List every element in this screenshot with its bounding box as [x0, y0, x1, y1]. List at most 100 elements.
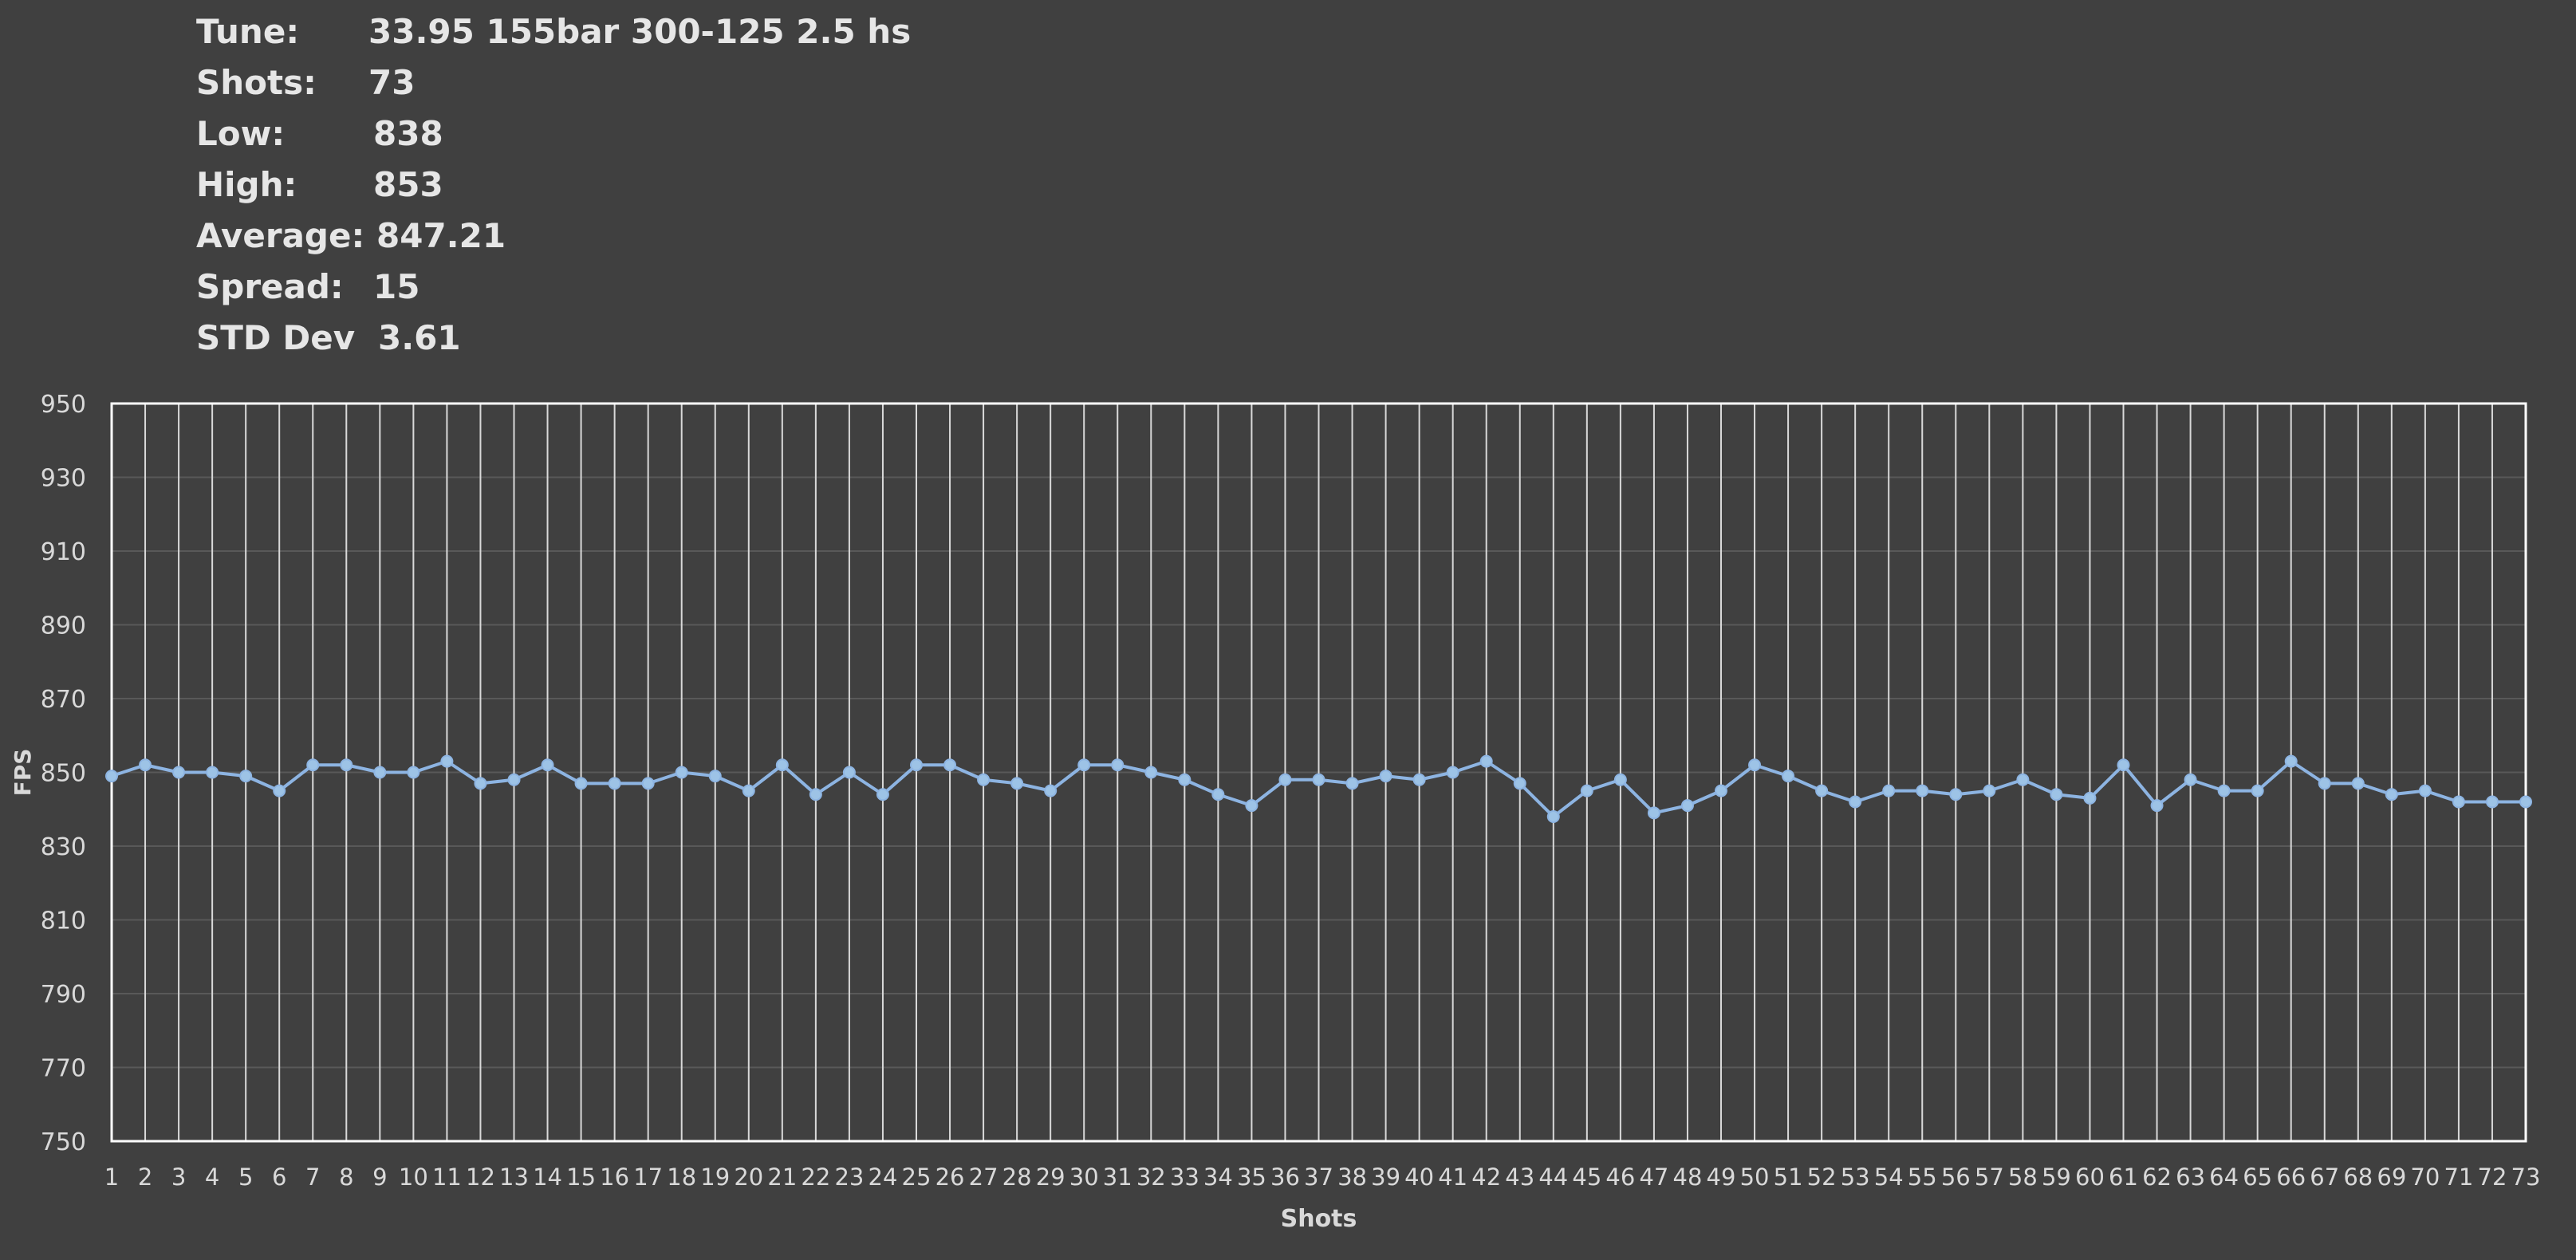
x-tick-label: 20	[734, 1164, 763, 1191]
data-point	[1178, 773, 1191, 786]
stat-label: Spread:	[196, 267, 344, 306]
x-tick-label: 30	[1069, 1164, 1099, 1191]
x-tick-label: 15	[566, 1164, 596, 1191]
data-point	[1412, 773, 1426, 786]
data-point	[2184, 773, 2197, 786]
x-tick-label: 23	[834, 1164, 864, 1191]
x-tick-label: 29	[1036, 1164, 1065, 1191]
x-tick-label: 34	[1203, 1164, 1233, 1191]
x-tick-label: 71	[2444, 1164, 2473, 1191]
data-point	[172, 766, 186, 779]
x-tick-label: 14	[533, 1164, 562, 1191]
x-tick-label: 12	[466, 1164, 495, 1191]
stat-label: High:	[196, 165, 297, 204]
x-tick-label: 41	[1438, 1164, 1467, 1191]
x-tick-label: 11	[432, 1164, 462, 1191]
data-point	[910, 758, 923, 772]
data-point	[2318, 777, 2331, 790]
data-point	[2385, 788, 2398, 801]
x-tick-label: 52	[1807, 1164, 1837, 1191]
x-tick-label: 5	[238, 1164, 253, 1191]
x-tick-label: 58	[2008, 1164, 2038, 1191]
data-point	[1748, 758, 1762, 772]
x-tick-label: 19	[700, 1164, 730, 1191]
x-tick-label: 17	[633, 1164, 663, 1191]
data-point	[1849, 795, 1862, 809]
data-point	[675, 766, 688, 779]
data-point	[641, 777, 655, 790]
x-tick-label: 67	[2310, 1164, 2339, 1191]
data-point	[1647, 806, 1660, 820]
x-tick-label: 63	[2176, 1164, 2205, 1191]
data-point	[507, 773, 521, 786]
data-point	[2217, 784, 2231, 797]
y-tick-label: 870	[41, 686, 86, 714]
data-point	[842, 766, 856, 779]
x-tick-label: 39	[1371, 1164, 1400, 1191]
data-point	[541, 758, 554, 772]
stat-label: Average:	[196, 216, 365, 255]
x-tick-label: 46	[1605, 1164, 1635, 1191]
stat-label: STD Dev	[196, 318, 356, 357]
data-point	[977, 773, 991, 786]
x-tick-label: 64	[2209, 1164, 2239, 1191]
data-point	[2485, 795, 2499, 809]
data-point	[1379, 770, 1392, 783]
data-point	[2418, 784, 2432, 797]
x-tick-label: 10	[399, 1164, 428, 1191]
data-point	[340, 758, 353, 772]
x-tick-label: 56	[1941, 1164, 1971, 1191]
x-tick-label: 66	[2276, 1164, 2306, 1191]
x-tick-label: 28	[1002, 1164, 1032, 1191]
data-point	[2016, 773, 2030, 786]
y-tick-label: 890	[41, 612, 86, 640]
data-point	[2251, 784, 2264, 797]
x-tick-label: 1	[104, 1164, 119, 1191]
y-axis-title: FPS	[10, 749, 36, 797]
x-tick-label: 3	[171, 1164, 186, 1191]
data-point	[440, 754, 454, 768]
x-tick-label: 54	[1874, 1164, 1904, 1191]
data-point	[1580, 784, 1593, 797]
x-tick-label: 8	[339, 1164, 353, 1191]
data-point	[809, 788, 822, 801]
x-tick-label: 21	[767, 1164, 797, 1191]
x-tick-label: 35	[1237, 1164, 1266, 1191]
data-point	[2351, 777, 2365, 790]
data-point	[1077, 758, 1091, 772]
stat-value: 853	[373, 165, 443, 204]
data-point	[373, 766, 387, 779]
stat-label: Shots:	[196, 63, 317, 102]
x-tick-label: 55	[1908, 1164, 1937, 1191]
x-tick-label: 72	[2478, 1164, 2507, 1191]
x-tick-label: 65	[2243, 1164, 2272, 1191]
y-tick-label: 950	[41, 391, 86, 419]
x-tick-label: 32	[1136, 1164, 1166, 1191]
x-tick-label: 61	[2109, 1164, 2138, 1191]
x-tick-label: 51	[1774, 1164, 1803, 1191]
x-tick-label: 36	[1270, 1164, 1300, 1191]
x-tick-label: 13	[499, 1164, 529, 1191]
x-tick-label: 33	[1170, 1164, 1199, 1191]
data-point	[139, 758, 152, 772]
data-point	[1680, 799, 1694, 813]
x-tick-label: 9	[372, 1164, 387, 1191]
x-tick-label: 16	[600, 1164, 629, 1191]
x-tick-label: 45	[1572, 1164, 1601, 1191]
data-point	[2519, 795, 2532, 809]
x-tick-label: 48	[1673, 1164, 1703, 1191]
data-point	[105, 770, 118, 783]
data-point	[2117, 758, 2130, 772]
data-point	[1312, 773, 1325, 786]
y-tick-label: 910	[41, 538, 86, 566]
x-tick-label: 47	[1639, 1164, 1668, 1191]
data-point	[407, 766, 420, 779]
data-point	[708, 770, 722, 783]
data-point	[742, 784, 755, 797]
x-tick-label: 7	[305, 1164, 320, 1191]
data-point	[1245, 799, 1258, 813]
data-point	[1111, 758, 1125, 772]
data-point	[608, 777, 621, 790]
data-point	[2150, 799, 2164, 813]
